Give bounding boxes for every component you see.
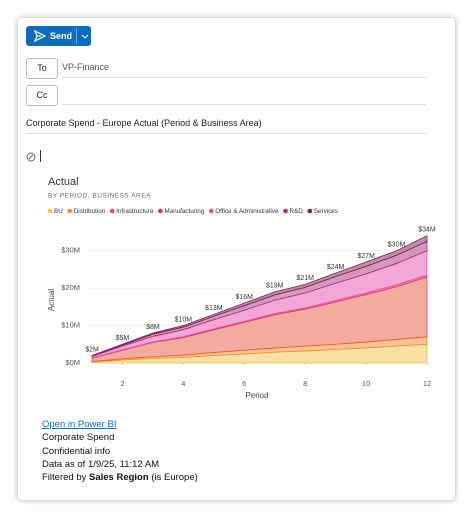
to-button[interactable]: To [26,58,58,79]
x-tick-label: 12 [423,379,431,388]
chevron [81,34,89,39]
legend-label: BU [54,208,63,215]
legend-label: Office & Administrative [215,208,279,215]
x-tick-label: 2 [120,379,124,388]
x-tick-label: 8 [303,379,307,388]
legend-label: Distribution [74,208,106,215]
legend-dot [307,208,313,214]
chart-subtitle: BY PERIOD, BUSINESS AREA [48,193,151,200]
footer-line: Corporate Spend [42,432,115,443]
total-label: $24M [327,264,345,271]
legend-dot [283,208,288,214]
total-label: $10M [175,316,193,323]
x-tick-label: 10 [362,379,370,388]
total-label: $21M [296,275,314,282]
power-bi-link[interactable]: Open in Power BI [42,419,117,430]
filter-line: Filtered by Sales Region (is Europe) [42,472,198,483]
total-label: $19M [266,283,284,290]
rule [26,133,426,134]
y-tick-label: $30M [61,246,80,255]
total-label: $2M [85,346,99,353]
legend-dot [67,208,73,214]
x-tick-label: 6 [242,379,246,388]
send-icon [33,29,47,43]
rule [62,77,426,78]
y-tick-label: $10M [61,321,80,330]
total-label: $13M [205,305,223,312]
legend-dot [109,208,115,214]
y-tick-label: $0M [65,358,80,367]
total-label: $27M [357,253,375,260]
subject[interactable]: Corporate Spend - Europe Actual (Period … [26,118,262,128]
cc-button[interactable]: Cc [26,85,58,106]
footer-line: Data as of 1/9/25, 11:12 AM [42,459,160,470]
to-field[interactable]: VP-Finance [62,62,110,72]
total-label: $34M [418,227,436,234]
filter-suffix: (is Europe) [151,472,198,483]
legend-label: R&D [290,208,304,215]
y-axis-label: Actual [47,289,56,311]
x-axis-label: Period [245,391,268,400]
loop-icon [26,152,36,162]
total-label: $30M [388,242,406,249]
cursor [40,150,41,162]
legend-dot [158,208,163,214]
total-label: $8M [146,324,160,331]
send-label: Send [50,31,73,41]
legend-label: Services [314,208,338,215]
total-label: $5M [116,335,130,342]
filter-prefix: Filtered by [42,472,87,483]
send-button[interactable]: Send [26,26,91,46]
legend-dot [47,208,53,214]
legend-dot [208,208,214,214]
legend-label: Manufacturing [164,208,204,215]
footer-line: Confidential info [42,446,111,457]
divider [76,28,77,44]
filter-field: Sales Region [89,472,149,483]
total-label: $16M [236,294,254,301]
chart-title: Actual [48,176,79,188]
rule [62,104,426,105]
area [91,235,428,357]
y-tick-label: $20M [61,283,80,292]
legend-label: Infrastructure [116,208,154,215]
x-tick-label: 4 [181,379,185,388]
